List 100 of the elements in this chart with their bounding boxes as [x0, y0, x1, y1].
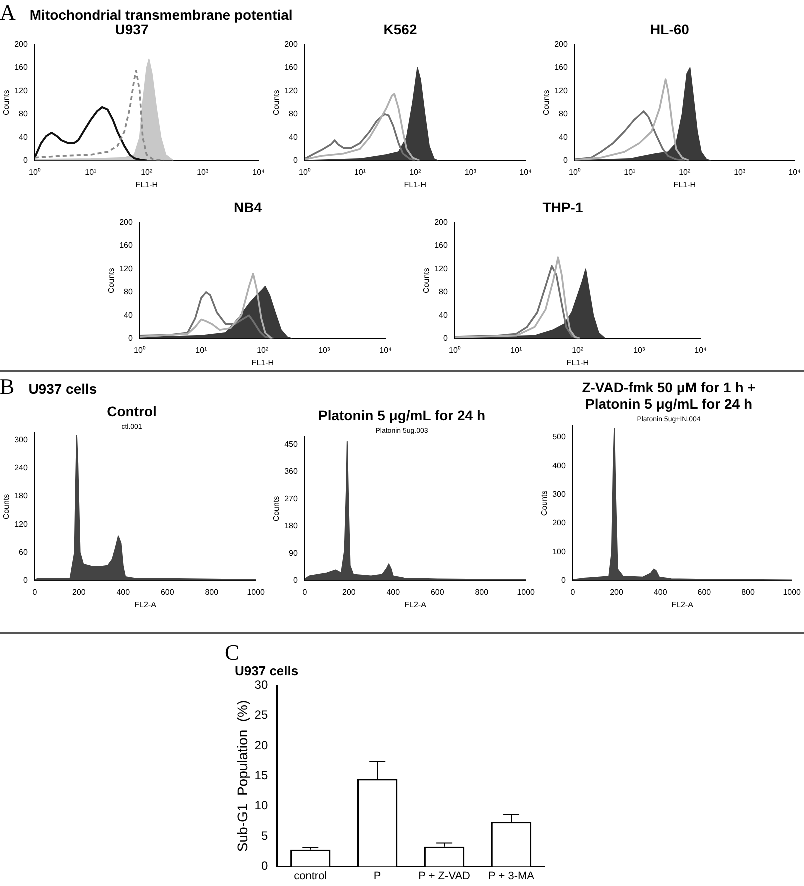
x-axis-title: FL1-H: [252, 358, 274, 368]
y-tick-label: 200: [284, 40, 298, 50]
y-tick-label: 80: [19, 110, 28, 119]
x-tick-label: 10⁰: [134, 346, 146, 355]
x-tick-label: 10²: [410, 168, 422, 177]
y-tick-label: 80: [559, 110, 568, 119]
y-axis-title: Counts: [2, 494, 12, 520]
y-tick-label: 240: [14, 464, 28, 473]
y-tick-label: 120: [14, 520, 28, 529]
y-tick-label: 200: [554, 40, 568, 50]
x-tick-label: 10³: [734, 168, 746, 177]
x-tick-label: 0: [302, 588, 308, 597]
x-tick-label: control: [294, 870, 328, 882]
y-tick-label: 10: [254, 798, 268, 813]
y-tick-label: 0: [261, 859, 268, 874]
y-tick-label: 160: [120, 241, 134, 250]
y-tick-label: 300: [552, 490, 566, 500]
y-tick-label: 180: [14, 492, 28, 501]
x-tick-label: 10²: [572, 346, 584, 355]
x-tick-label: 200: [72, 588, 86, 597]
x-tick-label: 10²: [257, 346, 270, 355]
x-tick-label: 10³: [464, 168, 477, 177]
x-tick-label: 1000: [247, 588, 266, 597]
x-tick-label: 10¹: [624, 168, 636, 177]
y-tick-label: 0: [563, 156, 568, 166]
y-tick-label: 80: [289, 110, 298, 119]
x-tick-label: 10²: [141, 168, 154, 177]
x-tick-label: 10⁴: [694, 346, 708, 355]
x-tick-label: 10⁰: [28, 168, 41, 177]
x-tick-label: 800: [475, 588, 490, 597]
y-axis-title: Counts: [422, 268, 432, 294]
y-tick-label: 160: [434, 241, 448, 250]
x-tick-label: 10¹: [354, 168, 366, 177]
y-tick-label: 160: [554, 63, 568, 72]
x-tick-label: 10⁴: [252, 168, 266, 177]
y-tick-label: 0: [293, 576, 298, 586]
x-tick-label: 0: [570, 588, 576, 597]
x-tick-label: 10⁴: [380, 346, 393, 355]
y-tick-label: 450: [284, 440, 298, 449]
y-tick-label: 120: [120, 264, 134, 274]
y-tick-label: 5: [261, 828, 268, 843]
x-axis-title: FL1-H: [674, 180, 696, 190]
x-axis-title: FL2-A: [672, 600, 694, 610]
x-tick-label: 600: [698, 588, 712, 597]
y-tick-label: 200: [552, 518, 566, 528]
y-axis-title: Counts: [107, 268, 116, 294]
y-tick-label: 270: [284, 494, 298, 504]
y-tick-label: 500: [552, 432, 566, 442]
y-tick-label: 200: [14, 40, 28, 50]
y-tick-label: 360: [284, 467, 298, 476]
text: B: [0, 374, 15, 400]
x-tick-label: 10⁴: [788, 168, 802, 177]
y-tick-label: 180: [284, 522, 298, 531]
y-tick-label: 15: [254, 768, 268, 783]
y-tick-label: 40: [289, 132, 298, 142]
y-tick-label: 40: [559, 132, 568, 142]
y-tick-label: 80: [124, 288, 134, 297]
y-tick-label: 400: [552, 461, 566, 470]
y-axis-title: Sub-G1 Population (%): [234, 700, 250, 852]
x-tick-label: 10³: [634, 346, 646, 355]
x-tick-label: P: [374, 870, 382, 882]
chart-title: K562: [384, 21, 418, 38]
chart-title: THP-1: [542, 199, 584, 216]
chart-title: U937 cells: [235, 663, 299, 678]
y-tick-label: 0: [293, 156, 298, 166]
x-tick-label: 10¹: [510, 346, 523, 355]
x-tick-label: 10¹: [85, 168, 98, 177]
y-tick-label: 200: [434, 218, 448, 228]
x-tick-label: 10³: [197, 168, 209, 177]
chart-title: HL-60: [650, 21, 690, 38]
y-tick-label: 0: [128, 334, 134, 344]
x-tick-label: 600: [430, 588, 445, 597]
y-tick-label: 120: [284, 86, 298, 96]
y-tick-label: 60: [19, 548, 28, 557]
x-tick-label: 0: [32, 588, 38, 597]
chart-title: U937: [115, 21, 149, 38]
x-tick-label: 200: [342, 588, 356, 597]
y-tick-label: 40: [19, 132, 28, 142]
y-tick-label: 0: [443, 334, 448, 344]
x-tick-label: P + Z-VAD: [418, 870, 471, 882]
x-axis-title: FL1-H: [404, 180, 427, 190]
x-tick-label: 800: [742, 588, 756, 597]
y-axis-title: Counts: [540, 490, 550, 516]
x-axis-title: FL1-H: [566, 358, 590, 368]
text: C: [225, 640, 240, 666]
y-tick-label: 160: [14, 63, 28, 72]
y-tick-label: 0: [561, 576, 566, 586]
y-axis-title: Counts: [272, 496, 282, 522]
x-tick-label: 10⁴: [520, 168, 533, 177]
x-axis-title: FL1-H: [136, 180, 158, 190]
y-tick-label: 40: [124, 310, 134, 320]
x-tick-label: 10³: [318, 346, 330, 355]
x-tick-label: 400: [654, 588, 668, 597]
y-tick-label: 100: [552, 547, 566, 556]
chart-title: Z-VAD-fmk 50 μM for 1 h + Platonin 5 μg/mL for 24 h: [582, 379, 756, 412]
y-tick-label: 80: [439, 288, 448, 297]
y-tick-label: 0: [23, 576, 28, 586]
y-tick-label: 200: [120, 218, 134, 228]
text: U937 cells: [28, 381, 98, 397]
x-tick-label: 200: [610, 588, 624, 597]
